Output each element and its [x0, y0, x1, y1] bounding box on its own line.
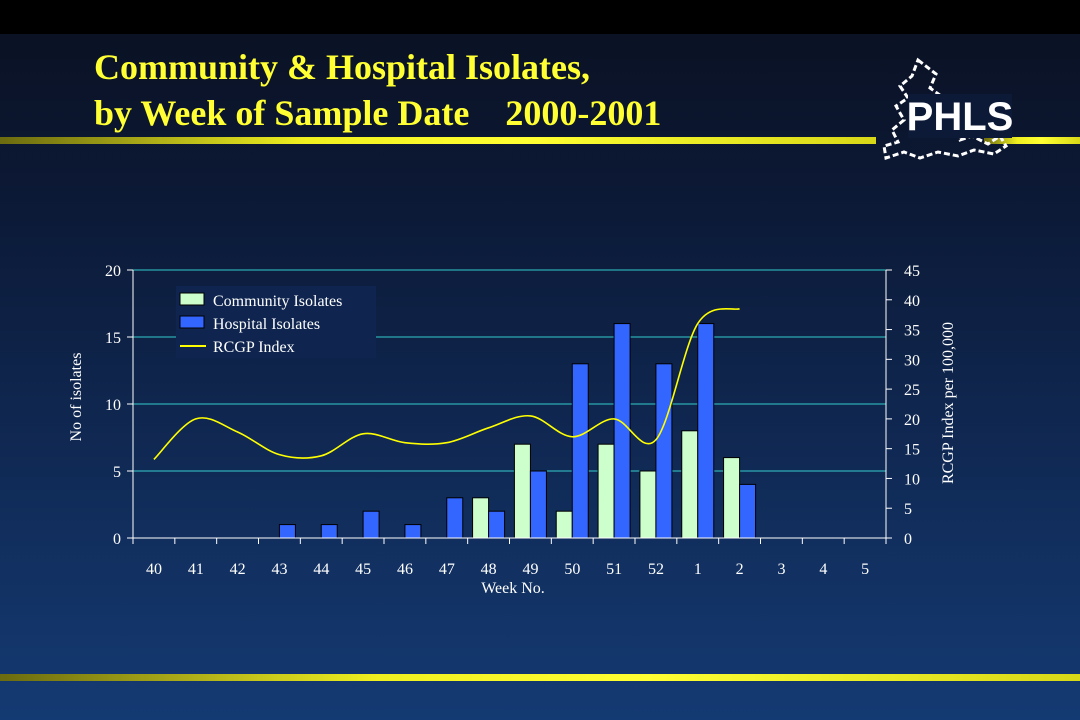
title-rule — [0, 137, 876, 144]
x-tick-label: 46 — [397, 561, 413, 578]
x-tick-label: 48 — [481, 561, 497, 578]
x-tick-label: 41 — [188, 561, 204, 578]
bar-hospital — [529, 470, 547, 539]
rcgp-line — [153, 307, 740, 460]
bar-hospital — [446, 497, 464, 539]
bar-community — [472, 497, 490, 539]
legend-swatch-hospital — [179, 315, 205, 329]
x-tick-label: 47 — [439, 561, 455, 578]
x-tick-label: 5 — [861, 561, 869, 578]
bar-community — [723, 457, 741, 539]
y2-tick-label: 20 — [904, 412, 920, 429]
x-tick-label: 45 — [355, 561, 371, 578]
y2-tick-label: 40 — [904, 293, 920, 310]
bar-hospital — [697, 323, 715, 539]
bar-hospital — [571, 363, 589, 539]
x-tick-label: 50 — [564, 561, 580, 578]
bar-hospital — [404, 524, 422, 539]
legend-swatch-community — [179, 292, 205, 306]
bar-hospital — [362, 510, 380, 539]
x-axis-title: Week No. — [481, 580, 545, 597]
bar-hospital — [278, 524, 296, 539]
legend-label: Hospital Isolates — [213, 316, 320, 333]
logo-text: PHLS — [907, 95, 1012, 139]
bottom-rule — [0, 674, 1080, 681]
y2-tick-label: 45 — [904, 263, 920, 280]
y2-tick-label: 10 — [904, 471, 920, 488]
bar-community — [513, 443, 531, 539]
x-tick-label: 44 — [313, 561, 329, 578]
bar-hospital — [320, 524, 338, 539]
x-tick-label: 1 — [694, 561, 702, 578]
bar-community — [555, 510, 573, 539]
x-tick-label: 3 — [778, 561, 786, 578]
y2-tick-label: 0 — [904, 531, 912, 548]
x-tick-label: 40 — [146, 561, 162, 578]
x-tick-label: 43 — [272, 561, 288, 578]
y-tick-label: 15 — [105, 330, 121, 347]
x-tick-label: 51 — [606, 561, 622, 578]
title-rule-right — [984, 137, 1080, 144]
y-tick-label: 20 — [105, 263, 121, 280]
title-line-1: Community & Hospital Isolates, — [94, 47, 591, 87]
x-tick-label: 52 — [648, 561, 664, 578]
slide-title: Community & Hospital Isolates, by Week o… — [94, 44, 854, 136]
y2-tick-label: 5 — [904, 501, 912, 518]
bar-hospital — [488, 510, 506, 539]
y2-tick-label: 25 — [904, 382, 920, 399]
x-tick-label: 49 — [523, 561, 539, 578]
title-line-2: by Week of Sample Date 2000-2001 — [94, 93, 662, 133]
bar-community — [597, 443, 615, 539]
y2-tick-label: 30 — [904, 352, 920, 369]
bar-hospital — [655, 363, 673, 539]
x-tick-label: 42 — [230, 561, 246, 578]
bar-hospital — [739, 483, 757, 539]
y2-tick-label: 15 — [904, 442, 920, 459]
x-tick-label: 2 — [736, 561, 744, 578]
y-tick-label: 0 — [113, 531, 121, 548]
y2-tick-label: 35 — [904, 323, 920, 340]
y2-axis-title: RCGP Index per 100,000 — [940, 322, 957, 484]
bar-community — [639, 470, 657, 539]
legend-box — [176, 286, 376, 358]
x-tick-label: 4 — [819, 561, 827, 578]
bar-hospital — [613, 323, 631, 539]
y-tick-label: 5 — [113, 464, 121, 481]
legend-label: Community Isolates — [213, 293, 342, 310]
y-axis-title: No of isolates — [68, 353, 85, 442]
legend-label: RCGP Index — [213, 339, 295, 356]
bar-community — [681, 430, 699, 539]
top-strip — [0, 0, 1080, 34]
y-tick-label: 10 — [105, 397, 121, 414]
phls-logo: PHLS — [882, 57, 1012, 160]
